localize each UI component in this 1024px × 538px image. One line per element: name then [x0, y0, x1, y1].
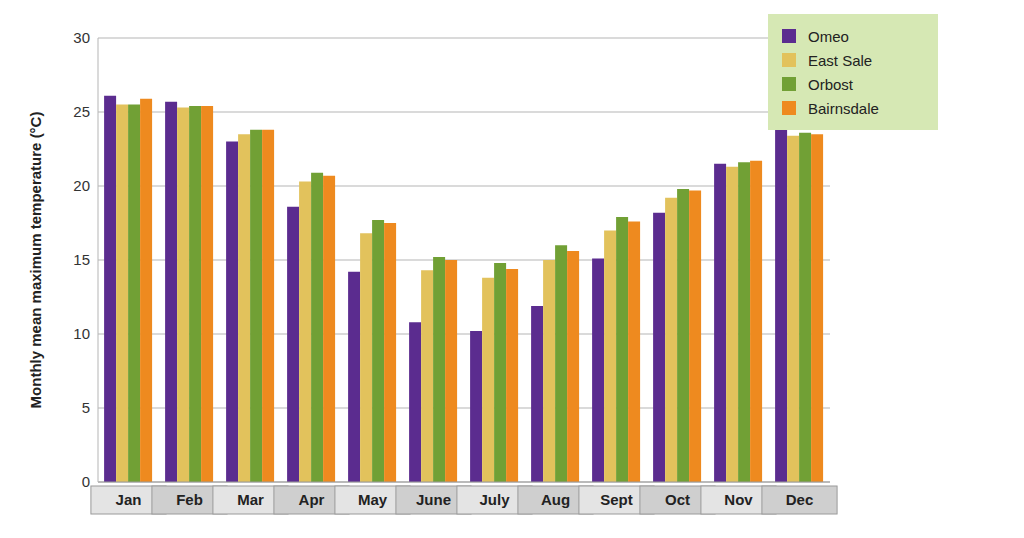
svg-text:July: July — [479, 491, 510, 508]
svg-text:Feb: Feb — [176, 491, 203, 508]
svg-text:Oct: Oct — [665, 491, 690, 508]
svg-text:June: June — [416, 491, 451, 508]
svg-text:20: 20 — [73, 177, 90, 194]
svg-text:Jan: Jan — [116, 491, 142, 508]
svg-text:Apr: Apr — [299, 491, 325, 508]
svg-text:25: 25 — [73, 103, 90, 120]
svg-text:Nov: Nov — [724, 491, 753, 508]
svg-text:10: 10 — [73, 325, 90, 342]
svg-text:Sept: Sept — [600, 491, 633, 508]
svg-text:15: 15 — [73, 251, 90, 268]
svg-text:Monthly mean maximum temperatu: Monthly mean maximum temperature (°C) — [27, 112, 44, 409]
html-text:East Sale: East Sale — [808, 51, 873, 69]
svg-text:30: 30 — [73, 29, 90, 46]
html-text:Bairnsdale: Bairnsdale — [808, 99, 879, 117]
html-text:Omeo: Omeo — [808, 27, 849, 45]
svg-text:Mar: Mar — [237, 491, 264, 508]
svg-text:0: 0 — [82, 473, 90, 490]
svg-text:5: 5 — [82, 399, 90, 416]
svg-text:Dec: Dec — [786, 491, 814, 508]
html-text:Orbost: Orbost — [808, 75, 853, 93]
svg-text:Aug: Aug — [541, 491, 570, 508]
svg-text:May: May — [358, 491, 388, 508]
